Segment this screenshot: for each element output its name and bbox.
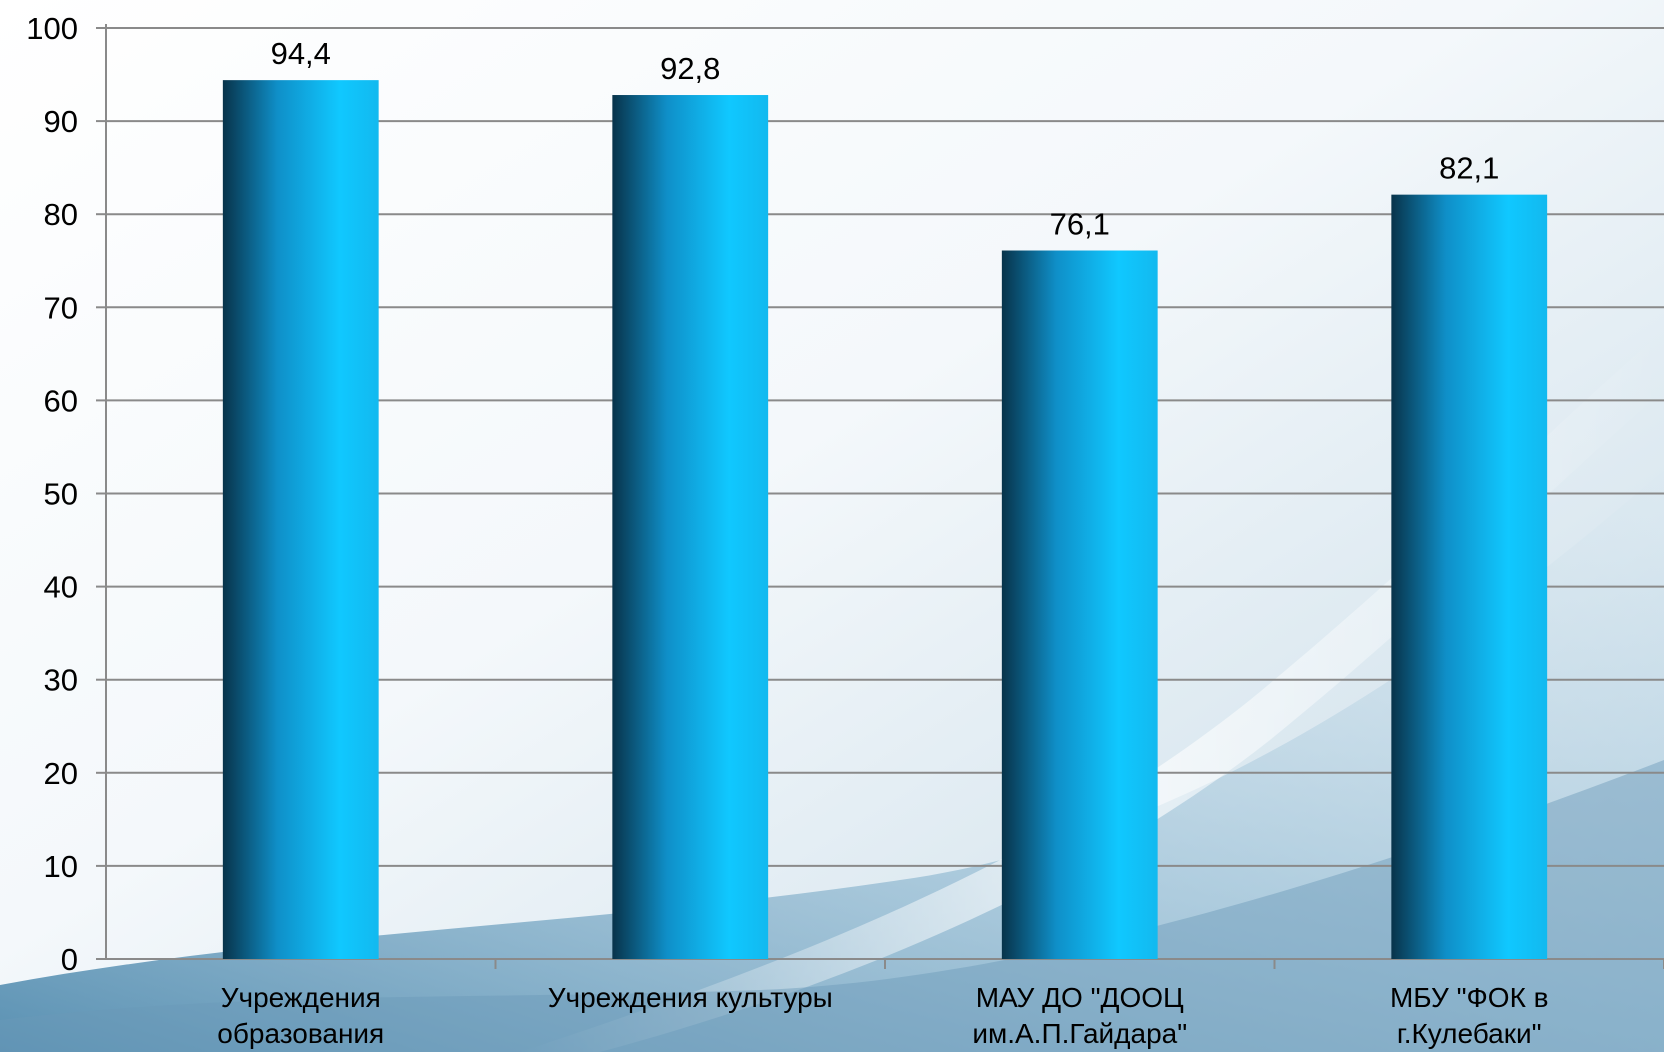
bar bbox=[1391, 194, 1548, 960]
y-tick-label: 40 bbox=[44, 570, 78, 605]
bars bbox=[222, 80, 1548, 960]
x-tick-label-line: образования bbox=[217, 1018, 384, 1049]
y-tick-label: 100 bbox=[26, 11, 78, 46]
x-tick-label: Учреждения культуры bbox=[548, 982, 833, 1013]
x-tick-label: МБУ "ФОК в г.Кулебаки" bbox=[1390, 982, 1549, 1049]
y-tick-label: 60 bbox=[44, 383, 78, 418]
data-label: 94,4 bbox=[271, 36, 331, 71]
y-tick-label: 90 bbox=[44, 104, 78, 139]
data-label: 92,8 bbox=[660, 51, 720, 86]
y-tick-label: 50 bbox=[44, 477, 78, 512]
x-tick-label-line: МАУ ДО "ДООЦ bbox=[976, 982, 1184, 1013]
x-tick-label-line: Учреждения bbox=[221, 982, 381, 1013]
y-tick-label: 10 bbox=[44, 849, 78, 884]
y-tick-label: 20 bbox=[44, 756, 78, 791]
labels: 0 10 20 30 40 50 60 70 80 90 100 94,4 Учреждения обра… bbox=[26, 11, 1548, 1049]
y-tick-label: 0 bbox=[61, 942, 78, 977]
x-tick-label: Учреждения образования bbox=[217, 982, 384, 1049]
bar bbox=[1001, 250, 1158, 959]
x-tick-label-line: МБУ "ФОК в bbox=[1390, 982, 1549, 1013]
x-tick-label: МАУ ДО "ДООЦ им.А.П.Гайдара" bbox=[972, 982, 1187, 1049]
bar bbox=[222, 80, 379, 960]
x-tick-label-line: г.Кулебаки" bbox=[1397, 1018, 1542, 1049]
data-label: 82,1 bbox=[1439, 151, 1499, 186]
y-tick-label: 30 bbox=[44, 663, 78, 698]
x-tick-label-line: Учреждения культуры bbox=[548, 982, 833, 1013]
x-tick-label-line: им.А.П.Гайдара" bbox=[972, 1018, 1187, 1049]
data-label: 76,1 bbox=[1050, 207, 1110, 242]
y-tick-label: 70 bbox=[44, 290, 78, 325]
y-tick-label: 80 bbox=[44, 197, 78, 232]
bar bbox=[612, 95, 769, 960]
